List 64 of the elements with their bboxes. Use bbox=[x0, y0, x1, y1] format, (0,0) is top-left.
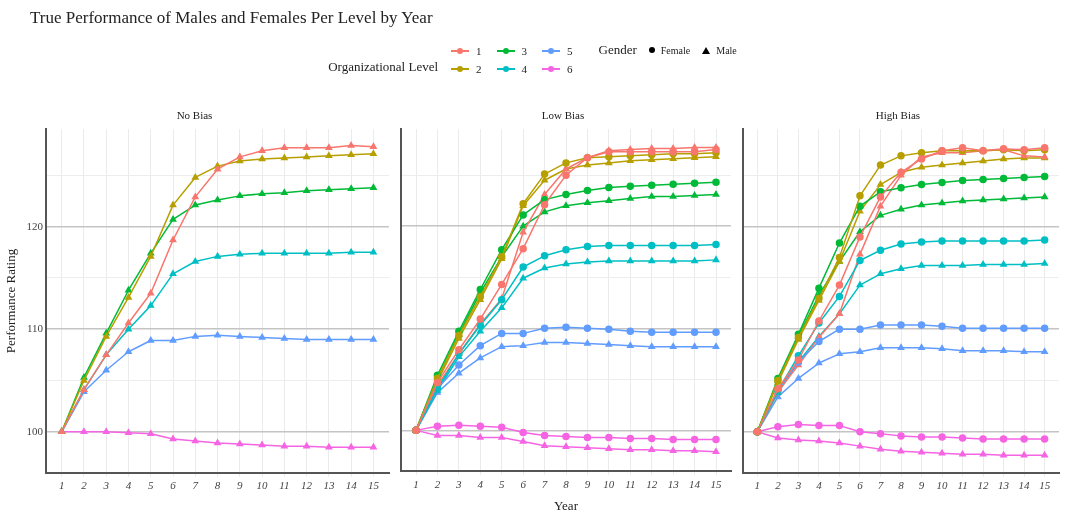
x-tick-label: 2 bbox=[775, 479, 782, 492]
x-tick-label: 1 bbox=[58, 479, 65, 492]
x-tick-label: 6 bbox=[170, 479, 177, 492]
x-tick-label: 6 bbox=[520, 477, 527, 490]
x-tick-label: 5 bbox=[498, 477, 505, 490]
x-tick-label: 8 bbox=[563, 477, 570, 490]
legend-label: 6 bbox=[567, 63, 573, 75]
x-tick-label: 9 bbox=[237, 479, 244, 492]
x-tick-label: 6 bbox=[857, 479, 864, 492]
x-tick-label: 4 bbox=[816, 479, 823, 492]
x-tick-label: 12 bbox=[646, 477, 658, 490]
x-tick-label: 8 bbox=[898, 479, 905, 492]
x-tick-label: 13 bbox=[323, 479, 335, 492]
x-tick-label: 12 bbox=[301, 479, 313, 492]
legend-label: 4 bbox=[521, 63, 528, 75]
x-tick-label: 5 bbox=[836, 479, 843, 492]
x-tick-label: 5 bbox=[148, 479, 154, 492]
x-tick-label: 7 bbox=[877, 479, 884, 492]
legend-title: Organizational Level bbox=[328, 59, 439, 75]
legend-label: 2 bbox=[476, 63, 482, 75]
legend-label: 3 bbox=[521, 45, 528, 57]
x-tick-label: 14 bbox=[345, 479, 358, 492]
x-axis-title: Year bbox=[554, 497, 579, 513]
x-tick-label: 3 bbox=[794, 479, 802, 492]
text: Female bbox=[660, 44, 691, 56]
y-tick-label: 110 bbox=[27, 322, 44, 335]
y-axis-title: Performance Rating bbox=[3, 248, 19, 354]
x-tick-label: 1 bbox=[413, 477, 419, 490]
x-tick-label: 10 bbox=[936, 479, 949, 492]
x-tick-label: 3 bbox=[455, 477, 463, 490]
x-tick-label: 14 bbox=[689, 477, 701, 490]
x-tick-label: 11 bbox=[279, 479, 290, 492]
x-tick-label: 8 bbox=[214, 479, 221, 492]
x-tick-label: 15 bbox=[1039, 479, 1051, 492]
chart-subtitle: High Bias bbox=[875, 109, 921, 122]
x-tick-label: 10 bbox=[603, 477, 615, 490]
x-tick-label: 2 bbox=[434, 477, 441, 490]
x-tick-label: 11 bbox=[957, 479, 968, 492]
x-tick-label: 14 bbox=[1018, 479, 1031, 492]
x-tick-label: 9 bbox=[584, 477, 591, 490]
x-tick-label: 1 bbox=[754, 479, 761, 492]
x-tick-label: 15 bbox=[710, 477, 722, 490]
x-tick-label: 7 bbox=[192, 479, 199, 492]
y-tick-label: 120 bbox=[26, 219, 44, 232]
text: Gender bbox=[598, 42, 637, 58]
x-tick-label: 7 bbox=[541, 477, 548, 490]
legend-label: 5 bbox=[567, 45, 573, 57]
y-tick-label: 100 bbox=[26, 424, 44, 437]
x-tick-label: 10 bbox=[256, 479, 269, 492]
x-tick-label: 4 bbox=[125, 479, 132, 492]
chart-subtitle: Low Bias bbox=[541, 109, 585, 122]
x-tick-label: 13 bbox=[667, 477, 680, 490]
x-tick-label: 13 bbox=[998, 479, 1010, 492]
x-tick-label: 9 bbox=[918, 479, 925, 492]
chart-subtitle: No Bias bbox=[176, 109, 213, 122]
text: Male bbox=[716, 44, 737, 56]
x-tick-label: 4 bbox=[477, 477, 484, 490]
x-tick-label: 2 bbox=[81, 479, 88, 492]
x-tick-label: 11 bbox=[625, 477, 636, 490]
x-tick-label: 3 bbox=[102, 479, 110, 492]
legend-label: 1 bbox=[476, 45, 482, 57]
chart-title: True Performance of Males and Females Per Level by Year bbox=[30, 8, 433, 28]
x-tick-label: 12 bbox=[977, 479, 990, 492]
x-tick-label: 15 bbox=[367, 479, 380, 492]
